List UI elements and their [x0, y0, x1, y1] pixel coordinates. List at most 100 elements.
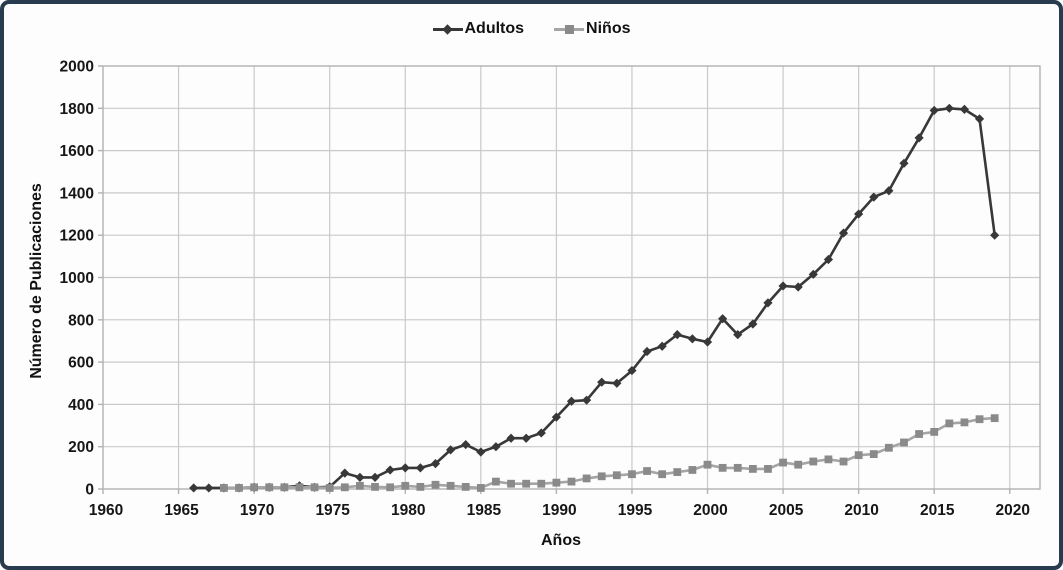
- legend-item-ninos: Niños: [554, 20, 631, 38]
- marker-square-Niños: [764, 465, 772, 473]
- marker-square-Niños: [612, 471, 621, 480]
- marker-square-Niños: [446, 481, 455, 490]
- marker-square-Niños: [552, 478, 561, 487]
- marker-square-Niños: [658, 470, 667, 479]
- marker-diamond-Adultos: [189, 483, 199, 493]
- marker-square-Niños: [975, 415, 984, 424]
- marker-square-Niños: [371, 482, 379, 491]
- marker-diamond-Adultos: [914, 133, 924, 143]
- marker-square-Niños: [582, 474, 591, 483]
- marker-square-Niños: [507, 479, 515, 488]
- marker-square-Niños: [310, 483, 319, 492]
- marker-diamond-Adultos: [340, 468, 350, 478]
- marker-diamond-Adultos: [551, 412, 561, 422]
- marker-diamond-Adultos: [793, 282, 803, 292]
- series-line-Niños: [223, 416, 995, 490]
- marker-square-Niños: [960, 418, 969, 427]
- marker-square-Niños: [794, 460, 803, 469]
- marker-square-Niños: [431, 480, 440, 489]
- series-line-Adultos: [193, 107, 996, 490]
- marker-diamond-Adultos: [445, 445, 456, 455]
- x-tick-label: 1960: [89, 502, 123, 519]
- marker-diamond-Adultos: [597, 377, 607, 387]
- marker-square-Niños: [839, 457, 848, 466]
- marker-diamond-Adultos: [733, 330, 743, 340]
- y-tick-label: 600: [68, 355, 94, 372]
- marker-diamond-Adultos: [415, 463, 425, 473]
- marker-square-Niños: [945, 419, 954, 428]
- legend-label-adultos: Adultos: [464, 20, 525, 37]
- marker-diamond-Adultos: [854, 209, 864, 219]
- y-tick-label: 1400: [60, 185, 94, 202]
- marker-square-Niños: [869, 450, 878, 459]
- marker-square-Niños: [900, 438, 908, 447]
- marker-diamond-Adultos: [884, 186, 894, 196]
- x-tick-label: 1985: [467, 502, 502, 519]
- marker-diamond-Adultos: [748, 319, 758, 329]
- marker-square-Niños: [280, 483, 289, 492]
- marker-diamond-Adultos: [204, 483, 214, 493]
- marker-square-Niños: [265, 483, 274, 492]
- marker-square-Niños: [930, 427, 939, 436]
- marker-diamond-Adultos: [612, 378, 622, 388]
- marker-square-Niños: [673, 468, 682, 476]
- marker-square-Niños: [250, 483, 259, 492]
- marker-diamond-Adultos: [944, 103, 954, 113]
- marker-square-Niños: [688, 466, 697, 474]
- marker-diamond-Adultos: [430, 459, 441, 469]
- marker-square-Niños: [340, 483, 349, 492]
- marker-diamond-Adultos: [778, 281, 788, 291]
- marker-square-Niños: [915, 430, 923, 438]
- x-axis-title: Años: [541, 532, 581, 549]
- marker-square-Niños: [537, 479, 546, 488]
- chart-legend: Adultos Niños: [4, 20, 1059, 38]
- adultos-diamond-marker-icon: [432, 23, 463, 35]
- marker-square-Niños: [492, 477, 500, 486]
- marker-diamond-Adultos: [566, 396, 577, 406]
- x-tick-label: 2010: [844, 502, 878, 519]
- marker-diamond-Adultos: [823, 254, 834, 265]
- x-tick-label: 2020: [996, 502, 1030, 519]
- marker-square-Niños: [220, 484, 228, 492]
- x-tick-label: 1975: [315, 502, 350, 519]
- marker-diamond-Adultos: [990, 230, 1000, 240]
- marker-diamond-Adultos: [370, 472, 380, 482]
- marker-square-Niños: [235, 484, 243, 492]
- marker-diamond-Adultos: [974, 114, 985, 124]
- marker-diamond-Adultos: [718, 314, 728, 324]
- legend-label-ninos: Niños: [586, 20, 631, 37]
- marker-diamond-Adultos: [899, 158, 909, 168]
- marker-square-Niños: [325, 484, 334, 492]
- x-tick-label: 2000: [693, 502, 727, 519]
- marker-diamond-Adultos: [461, 439, 471, 450]
- y-tick-label: 200: [68, 439, 94, 456]
- marker-diamond-Adultos: [808, 269, 818, 279]
- marker-square-Niños: [779, 458, 787, 467]
- marker-square-Niños: [854, 451, 863, 460]
- marker-diamond-Adultos: [536, 428, 546, 438]
- marker-diamond-Adultos: [400, 463, 410, 473]
- x-tick-label: 2005: [769, 502, 804, 519]
- marker-diamond-Adultos: [959, 104, 970, 114]
- x-tick-label: 1965: [164, 502, 199, 519]
- marker-square-Niños: [718, 463, 727, 472]
- ninos-square-marker-icon: [554, 24, 585, 34]
- marker-square-Niños: [295, 483, 304, 492]
- y-tick-label: 1800: [60, 101, 94, 118]
- marker-diamond-Adultos: [582, 395, 592, 405]
- marker-square-Niños: [748, 465, 757, 473]
- legend-item-adultos: Adultos: [432, 20, 525, 38]
- x-tick-label: 1970: [240, 502, 274, 519]
- marker-square-Niños: [628, 470, 636, 479]
- x-tick-label: 1980: [391, 502, 425, 519]
- marker-square-Niños: [809, 457, 818, 466]
- marker-diamond-Adultos: [657, 341, 667, 351]
- marker-diamond-Adultos: [506, 433, 516, 443]
- marker-diamond-Adultos: [355, 472, 365, 482]
- y-tick-label: 800: [68, 312, 94, 329]
- marker-diamond-Adultos: [687, 334, 698, 344]
- marker-square-Niños: [401, 481, 410, 490]
- marker-square-Niños: [733, 463, 742, 472]
- marker-diamond-Adultos: [869, 192, 879, 202]
- marker-square-Niños: [643, 467, 651, 475]
